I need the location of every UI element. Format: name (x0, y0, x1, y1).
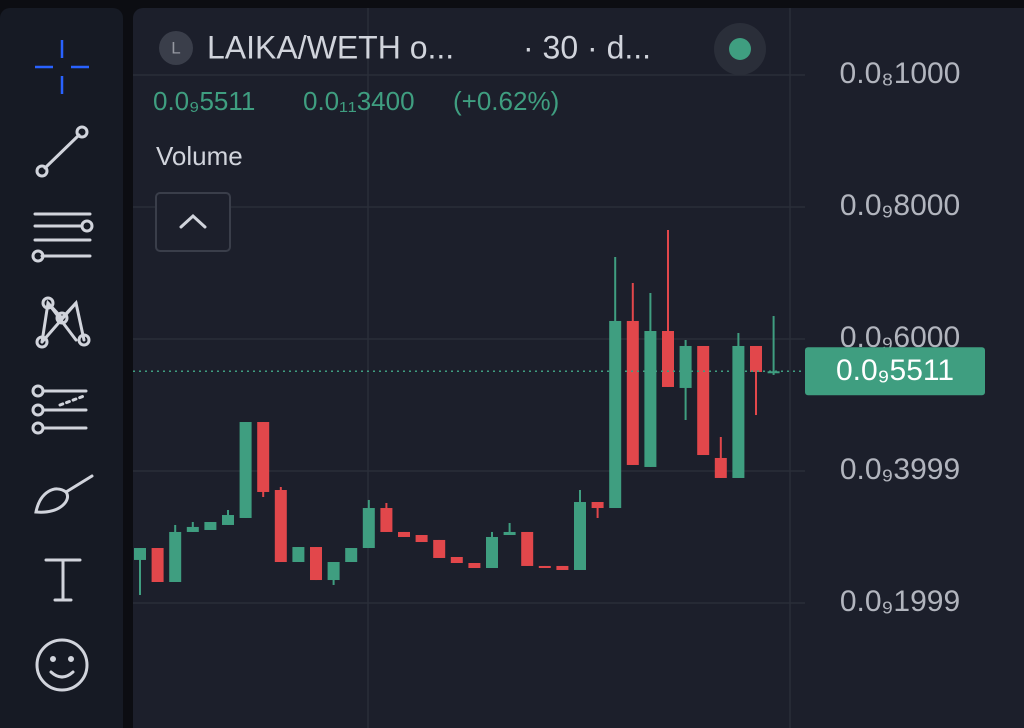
candle-body (767, 371, 780, 374)
candle-body (626, 320, 639, 465)
last-price: 0.0₉5511 (153, 86, 255, 116)
candle-body (574, 502, 586, 570)
candle-body (134, 548, 146, 560)
y-tick-label: 0.0₉8000 (840, 189, 960, 222)
candle-body (151, 548, 164, 583)
candle-body (415, 535, 428, 543)
collapse-button[interactable] (155, 192, 231, 252)
candle-body (609, 320, 622, 509)
candle-body (732, 345, 745, 478)
candle-body (503, 531, 516, 536)
y-tick-label: 0.0₉1999 (840, 585, 960, 618)
symbol[interactable]: LAIKA/WETH o... (207, 29, 454, 65)
tool-pattern[interactable] (35, 296, 91, 349)
y-tick-label: 0.0₈1000 (840, 57, 961, 90)
tool-crosshair[interactable] (35, 40, 89, 94)
change: 0.0₁₁3400 (303, 86, 415, 116)
candle-body (169, 531, 182, 583)
candle-body (380, 508, 393, 532)
interval[interactable]: · 30 · d... (523, 29, 651, 65)
candle-body (750, 345, 762, 372)
tool-brush[interactable] (34, 474, 94, 514)
tool-trendline[interactable] (35, 125, 89, 178)
symbol-icon-letter: L (171, 38, 180, 57)
candles (134, 229, 780, 596)
status-dot (729, 38, 751, 60)
candle-body (662, 330, 674, 387)
candle-body (257, 422, 270, 492)
candle-body (239, 422, 252, 518)
candle-body (345, 548, 358, 563)
candle-body (468, 562, 481, 569)
candle-body (714, 457, 727, 478)
candle-body (274, 489, 287, 563)
candle-body (398, 531, 410, 537)
candle-body (591, 502, 604, 509)
chevron-icon (179, 213, 207, 229)
tool-prediction[interactable] (31, 384, 88, 435)
tool-fib[interactable] (31, 212, 94, 263)
candle-body (186, 526, 199, 532)
tool-emoji[interactable] (35, 638, 89, 692)
candle-body (450, 556, 463, 563)
candle-body (486, 536, 498, 569)
candle-body (310, 547, 322, 581)
candle-body (222, 515, 234, 525)
candle-body (679, 345, 692, 388)
indicator-label: Volume (156, 141, 243, 171)
candle-body (292, 547, 305, 563)
candle-body (644, 330, 657, 467)
chart-panel (133, 8, 1024, 728)
candle-body (327, 562, 340, 581)
last-price-tag (805, 347, 985, 396)
candle-body (521, 531, 534, 566)
candle-body (556, 565, 569, 570)
candle-body (538, 565, 551, 569)
candle-body (204, 522, 217, 530)
candle-body (433, 539, 446, 558)
candle-body (697, 345, 710, 456)
symbol-icon (159, 31, 193, 65)
last-price-label: 0.0₉5511 (836, 354, 954, 387)
grid (133, 8, 805, 728)
toolbar (0, 8, 123, 728)
tool-text[interactable] (44, 558, 82, 602)
change-pct: (+0.62%) (453, 86, 559, 116)
candle-body (362, 508, 375, 549)
y-tick-label: 0.0₉3999 (840, 453, 960, 486)
